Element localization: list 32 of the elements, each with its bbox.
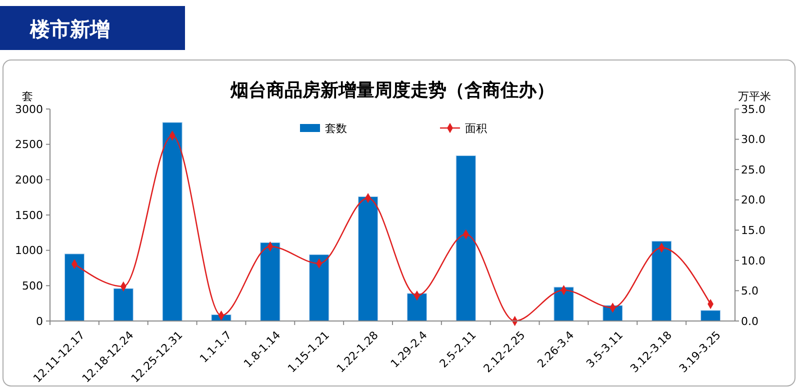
bar [162, 122, 182, 322]
y-tick-label: 1500 [15, 208, 43, 222]
bar [113, 288, 134, 322]
y2-tick-label: 0.0 [741, 314, 758, 328]
bar [554, 286, 574, 322]
bar [652, 240, 672, 322]
y-tick-label: 1000 [15, 244, 43, 258]
y2-tick-label: 30.0 [741, 133, 766, 146]
bar [64, 254, 85, 322]
y-axis-title: 套 [22, 90, 33, 103]
y-tick-label: 3000 [15, 102, 43, 116]
bar [456, 155, 476, 322]
y-tick-label: 2000 [15, 174, 43, 187]
y2-tick-label: 15.0 [741, 224, 766, 237]
y-tick-label: 2500 [15, 138, 43, 152]
bar [309, 254, 330, 322]
bar [700, 310, 721, 322]
bar [358, 196, 378, 322]
text: 楼市新增 [29, 17, 110, 41]
y2-tick-label: 10.0 [741, 254, 766, 268]
y-tick-label: 0 [36, 314, 43, 328]
legend-label: 套数 [325, 122, 347, 135]
y-tick-label: 500 [22, 280, 43, 293]
legend-label: 面积 [465, 122, 487, 135]
y2-tick-label: 25.0 [741, 163, 766, 176]
bar [260, 242, 280, 322]
bar [406, 293, 428, 322]
chart-title: 烟台商品房新增量周度走势（含商住办） [230, 80, 554, 101]
y2-tick-label: 20.0 [741, 194, 766, 207]
y2-tick-label: 5.0 [741, 284, 758, 298]
y2-axis-title: 万平米 [738, 90, 771, 103]
y2-tick-label: 35.0 [741, 102, 766, 116]
